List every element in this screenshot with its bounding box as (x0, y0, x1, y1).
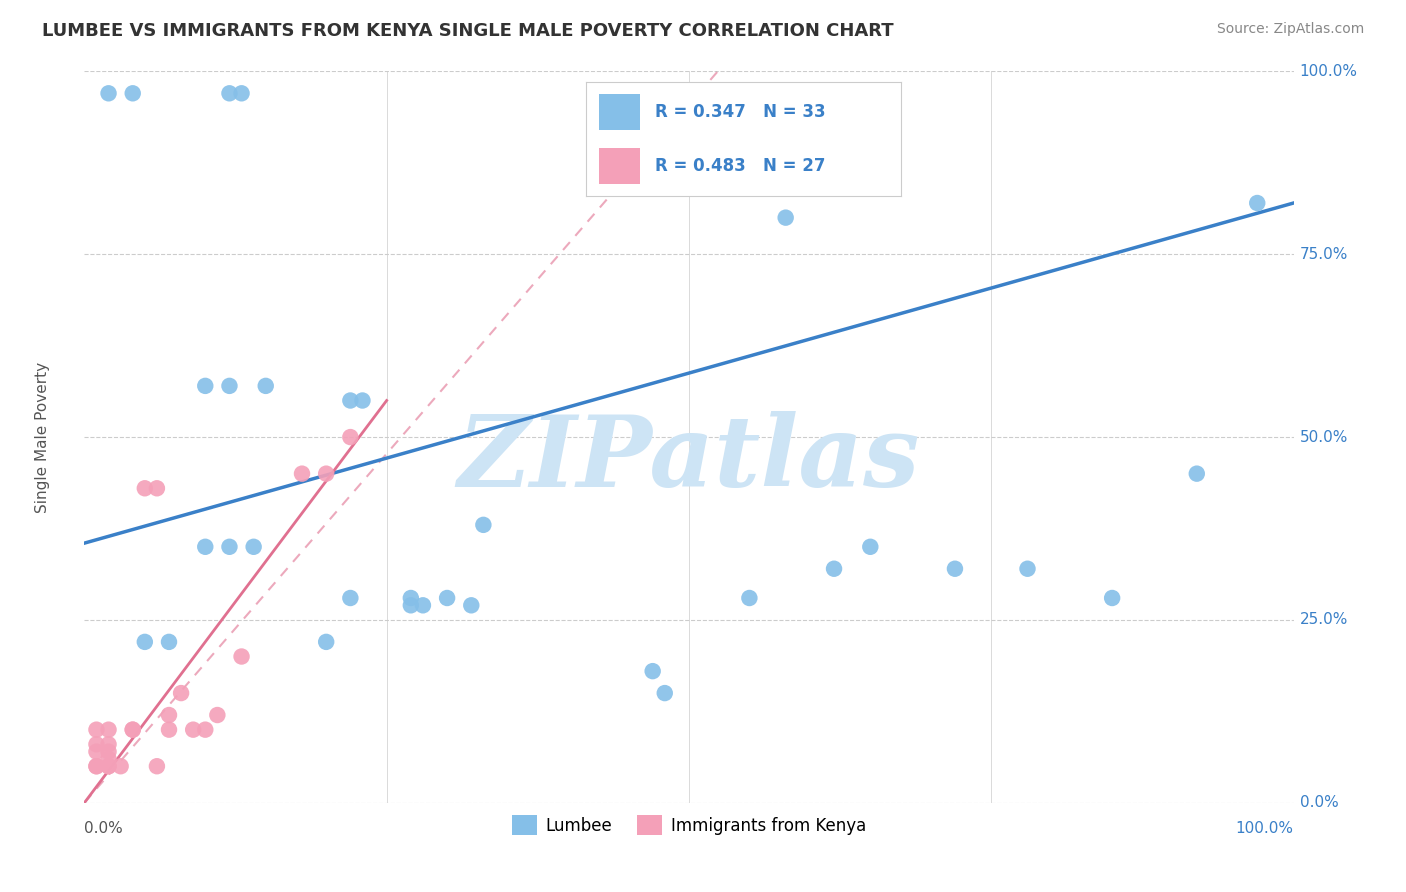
Point (97, 737, 120, 751)
Point (97, 759, 120, 773)
Text: 0.0%: 0.0% (1299, 796, 1339, 810)
Point (242, 540, 264, 554)
Point (436, 591, 458, 605)
Point (460, 599, 482, 613)
Point (194, 723, 217, 737)
Point (859, 540, 882, 554)
Point (399, 591, 422, 605)
Point (121, 87, 143, 101)
Text: 25.0%: 25.0% (1299, 613, 1348, 627)
Point (97, 752, 120, 766)
Point (97, 759, 120, 773)
Point (194, 540, 217, 554)
Text: 100.0%: 100.0% (1236, 821, 1294, 836)
Point (134, 481, 156, 495)
Point (194, 379, 217, 393)
Point (170, 686, 193, 700)
Text: Source: ZipAtlas.com: Source: ZipAtlas.com (1216, 22, 1364, 37)
Point (412, 599, 434, 613)
Point (134, 635, 156, 649)
Legend: Lumbee, Immigrants from Kenya: Lumbee, Immigrants from Kenya (505, 808, 873, 842)
Point (231, 87, 253, 101)
Point (775, 211, 797, 225)
Point (943, 562, 966, 576)
Point (218, 540, 240, 554)
Point (254, 379, 277, 393)
Point (339, 393, 361, 408)
Point (1185, 467, 1208, 481)
Point (146, 759, 169, 773)
Point (97, 87, 120, 101)
Text: 50.0%: 50.0% (1299, 430, 1348, 444)
Text: LUMBEE VS IMMIGRANTS FROM KENYA SINGLE MALE POVERTY CORRELATION CHART: LUMBEE VS IMMIGRANTS FROM KENYA SINGLE M… (42, 22, 894, 40)
Point (1101, 591, 1123, 605)
Text: Single Male Poverty: Single Male Poverty (35, 361, 49, 513)
Point (339, 591, 361, 605)
Point (207, 708, 229, 723)
Point (157, 723, 180, 737)
Point (291, 467, 314, 481)
Point (86, 723, 108, 737)
Point (654, 686, 676, 700)
Point (218, 379, 240, 393)
Point (157, 708, 180, 723)
Point (86, 759, 108, 773)
Point (86, 759, 108, 773)
Point (110, 759, 132, 773)
Text: 100.0%: 100.0% (1299, 64, 1358, 78)
Point (97, 723, 120, 737)
Point (738, 591, 761, 605)
Point (352, 393, 374, 408)
Point (472, 517, 495, 532)
Point (157, 635, 180, 649)
Point (339, 430, 361, 444)
Point (181, 723, 204, 737)
Point (823, 562, 845, 576)
Point (315, 635, 337, 649)
Point (1017, 562, 1039, 576)
Point (146, 481, 169, 495)
Point (86, 737, 108, 751)
Point (231, 649, 253, 664)
Text: 0.0%: 0.0% (84, 821, 124, 836)
Text: ZIPatlas: ZIPatlas (458, 411, 920, 508)
Point (121, 723, 143, 737)
Point (641, 664, 664, 678)
Point (1246, 196, 1268, 211)
Point (315, 467, 337, 481)
Point (97, 745, 120, 759)
Text: 75.0%: 75.0% (1299, 247, 1348, 261)
Point (399, 599, 422, 613)
Point (121, 723, 143, 737)
Point (86, 745, 108, 759)
Point (218, 87, 240, 101)
